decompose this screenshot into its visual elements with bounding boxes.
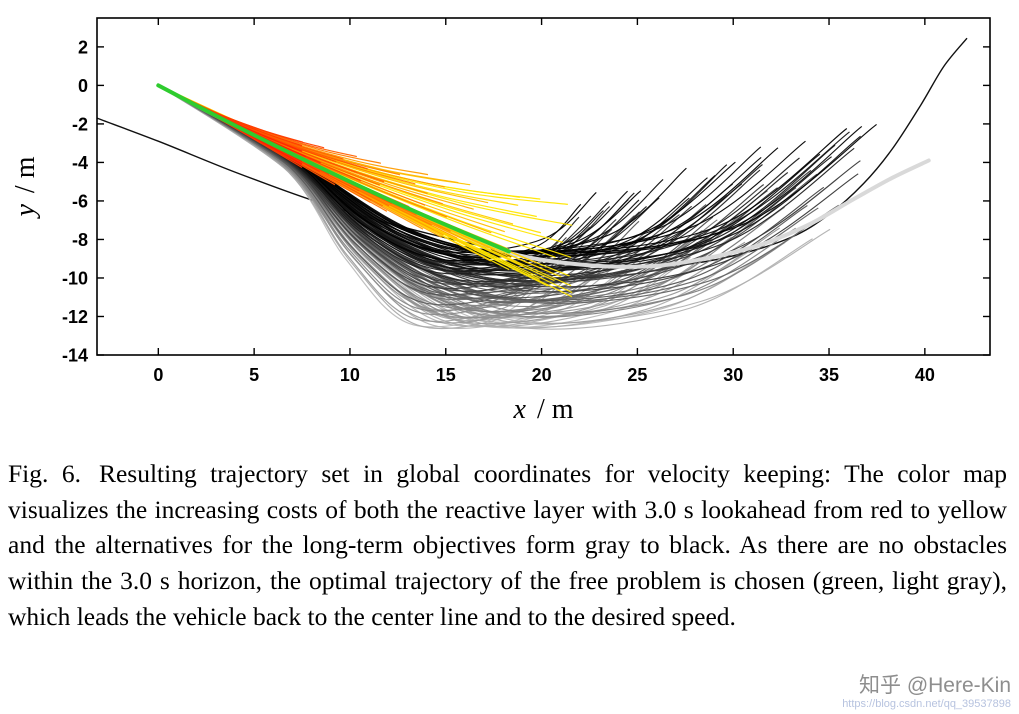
y-axis-label: y / m <box>10 156 41 219</box>
data-area <box>96 37 968 330</box>
svg-text:-10: -10 <box>62 268 88 288</box>
trajectory-plot: 0 5 10 15 20 25 30 35 40 2 0 -2 -4 -6 -8 -10 -12 -14 x / m… <box>10 17 991 425</box>
svg-text:35: 35 <box>819 365 839 385</box>
svg-text:-6: -6 <box>72 191 88 211</box>
svg-text:30: 30 <box>723 365 743 385</box>
svg-text:0: 0 <box>78 76 88 96</box>
center-line-series <box>96 37 968 268</box>
svg-text:-8: -8 <box>72 230 88 250</box>
figure-label: Fig. 6. <box>8 459 81 488</box>
svg-text:-2: -2 <box>72 114 88 134</box>
svg-text:15: 15 <box>436 365 456 385</box>
svg-text:-12: -12 <box>62 307 88 327</box>
svg-text:0: 0 <box>153 365 163 385</box>
svg-text:20: 20 <box>532 365 552 385</box>
svg-text:-14: -14 <box>62 346 88 366</box>
svg-text:40: 40 <box>915 365 935 385</box>
csdn-url-watermark: https://blog.csdn.net/qq_39537898 <box>842 698 1011 711</box>
svg-text:-4: -4 <box>72 153 88 173</box>
x-axis-label: x / m <box>513 394 574 425</box>
figure-caption-text: Resulting trajectory set in global coord… <box>8 459 1007 631</box>
svg-text:25: 25 <box>627 365 647 385</box>
zhihu-watermark: 知乎 @Here-Kin <box>858 674 1011 698</box>
watermark: 知乎 @Here-Kin https://blog.csdn.net/qq_39… <box>842 674 1011 711</box>
figure-caption: Fig. 6. Resulting trajectory set in globa… <box>8 456 1007 634</box>
svg-text:2: 2 <box>78 37 88 57</box>
long-term-set <box>157 84 877 330</box>
svg-text:10: 10 <box>340 365 360 385</box>
svg-text:5: 5 <box>249 365 259 385</box>
optimal-reactive-trajectory <box>156 83 511 254</box>
